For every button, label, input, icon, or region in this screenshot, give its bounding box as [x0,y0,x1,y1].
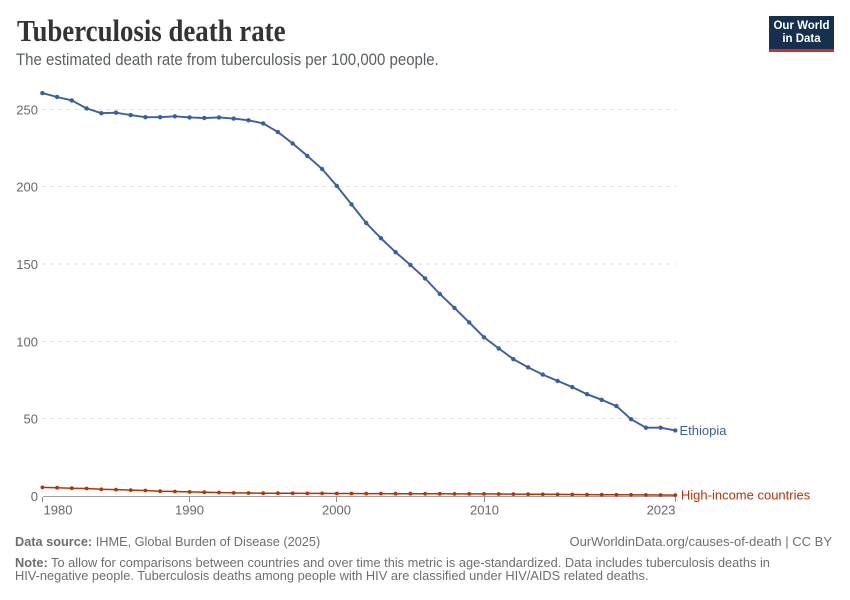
svg-text:Ethiopia: Ethiopia [680,423,728,438]
svg-text:200: 200 [16,180,38,195]
svg-text:1990: 1990 [175,503,204,518]
svg-text:2010: 2010 [470,503,499,518]
svg-text:0: 0 [31,489,38,504]
svg-text:1980: 1980 [44,503,73,518]
svg-text:2023: 2023 [647,503,676,518]
svg-text:100: 100 [16,334,38,349]
svg-text:High-income countries: High-income countries [681,487,811,502]
svg-text:50: 50 [24,412,38,427]
svg-text:2000: 2000 [322,503,351,518]
svg-text:250: 250 [16,102,38,117]
svg-text:150: 150 [16,257,38,272]
